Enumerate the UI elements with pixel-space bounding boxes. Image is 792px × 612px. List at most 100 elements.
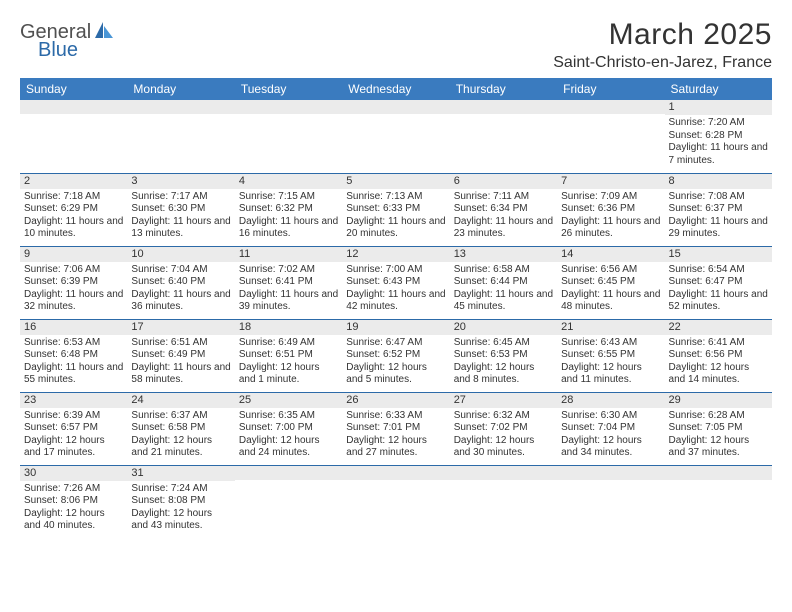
day-number-bar: 7 — [557, 174, 664, 189]
sunset-text: Sunset: 6:41 PM — [239, 276, 338, 289]
day-number-bar — [127, 100, 234, 114]
sunrise-text: Sunrise: 6:56 AM — [561, 264, 660, 277]
location-label: Saint-Christo-en-Jarez, France — [553, 54, 772, 72]
calendar-day-cell — [235, 465, 342, 538]
sunset-text: Sunset: 7:00 PM — [239, 422, 338, 435]
day-detail — [20, 114, 127, 168]
calendar-day-cell — [665, 465, 772, 538]
calendar-day-cell — [342, 465, 449, 538]
day-number-bar — [235, 466, 342, 480]
daylight-text: Daylight: 12 hours and 43 minutes. — [131, 508, 230, 533]
daylight-text: Daylight: 11 hours and 52 minutes. — [669, 289, 768, 314]
calendar-day-cell: 7Sunrise: 7:09 AMSunset: 6:36 PMDaylight… — [557, 173, 664, 246]
day-number-bar: 15 — [665, 247, 772, 262]
sunrise-text: Sunrise: 6:41 AM — [669, 337, 768, 350]
day-detail — [342, 480, 449, 534]
calendar-day-cell — [450, 100, 557, 173]
day-number-bar: 25 — [235, 393, 342, 408]
day-detail: Sunrise: 7:04 AMSunset: 6:40 PMDaylight:… — [127, 262, 234, 316]
day-detail: Sunrise: 6:54 AMSunset: 6:47 PMDaylight:… — [665, 262, 772, 316]
day-detail: Sunrise: 7:08 AMSunset: 6:37 PMDaylight:… — [665, 189, 772, 243]
day-detail: Sunrise: 6:53 AMSunset: 6:48 PMDaylight:… — [20, 335, 127, 389]
daylight-text: Daylight: 12 hours and 21 minutes. — [131, 435, 230, 460]
day-number-bar — [20, 100, 127, 114]
sunset-text: Sunset: 8:08 PM — [131, 495, 230, 508]
sunrise-text: Sunrise: 7:08 AM — [669, 191, 768, 204]
calendar-day-cell: 17Sunrise: 6:51 AMSunset: 6:49 PMDayligh… — [127, 319, 234, 392]
day-number-bar: 8 — [665, 174, 772, 189]
calendar-day-cell: 8Sunrise: 7:08 AMSunset: 6:37 PMDaylight… — [665, 173, 772, 246]
sunset-text: Sunset: 6:52 PM — [346, 349, 445, 362]
sunset-text: Sunset: 6:53 PM — [454, 349, 553, 362]
weekday-header: Thursday — [450, 78, 557, 100]
daylight-text: Daylight: 11 hours and 42 minutes. — [346, 289, 445, 314]
sunrise-text: Sunrise: 6:45 AM — [454, 337, 553, 350]
sunset-text: Sunset: 7:02 PM — [454, 422, 553, 435]
calendar-week-row: 9Sunrise: 7:06 AMSunset: 6:39 PMDaylight… — [20, 246, 772, 319]
day-detail: Sunrise: 7:06 AMSunset: 6:39 PMDaylight:… — [20, 262, 127, 316]
day-detail — [127, 114, 234, 168]
sunrise-text: Sunrise: 6:33 AM — [346, 410, 445, 423]
day-number-bar: 11 — [235, 247, 342, 262]
calendar-week-row: 2Sunrise: 7:18 AMSunset: 6:29 PMDaylight… — [20, 173, 772, 246]
calendar-page: General Blue March 2025 Saint-Christo-en… — [0, 0, 792, 556]
day-number-bar: 4 — [235, 174, 342, 189]
day-number-bar: 28 — [557, 393, 664, 408]
sunrise-text: Sunrise: 7:15 AM — [239, 191, 338, 204]
day-detail: Sunrise: 7:11 AMSunset: 6:34 PMDaylight:… — [450, 189, 557, 243]
day-detail: Sunrise: 7:17 AMSunset: 6:30 PMDaylight:… — [127, 189, 234, 243]
sunset-text: Sunset: 6:28 PM — [669, 130, 768, 143]
daylight-text: Daylight: 11 hours and 10 minutes. — [24, 216, 123, 241]
day-detail: Sunrise: 6:45 AMSunset: 6:53 PMDaylight:… — [450, 335, 557, 389]
day-number-bar: 10 — [127, 247, 234, 262]
day-number-bar: 31 — [127, 466, 234, 481]
weekday-header: Monday — [127, 78, 234, 100]
calendar-day-cell: 3Sunrise: 7:17 AMSunset: 6:30 PMDaylight… — [127, 173, 234, 246]
logo-word-blue: Blue — [38, 40, 91, 60]
sunset-text: Sunset: 6:43 PM — [346, 276, 445, 289]
sunset-text: Sunset: 6:37 PM — [669, 203, 768, 216]
day-number-bar: 16 — [20, 320, 127, 335]
calendar-day-cell: 30Sunrise: 7:26 AMSunset: 8:06 PMDayligh… — [20, 465, 127, 538]
sunrise-text: Sunrise: 6:39 AM — [24, 410, 123, 423]
sunset-text: Sunset: 6:45 PM — [561, 276, 660, 289]
sunset-text: Sunset: 6:44 PM — [454, 276, 553, 289]
day-detail — [450, 114, 557, 168]
day-number-bar: 23 — [20, 393, 127, 408]
day-detail: Sunrise: 6:39 AMSunset: 6:57 PMDaylight:… — [20, 408, 127, 462]
daylight-text: Daylight: 12 hours and 37 minutes. — [669, 435, 768, 460]
daylight-text: Daylight: 11 hours and 55 minutes. — [24, 362, 123, 387]
daylight-text: Daylight: 11 hours and 20 minutes. — [346, 216, 445, 241]
day-number-bar: 14 — [557, 247, 664, 262]
day-number-bar: 9 — [20, 247, 127, 262]
daylight-text: Daylight: 11 hours and 32 minutes. — [24, 289, 123, 314]
sunrise-text: Sunrise: 7:00 AM — [346, 264, 445, 277]
logo-text: General Blue — [20, 22, 91, 60]
calendar-day-cell — [450, 465, 557, 538]
calendar-week-row: 1Sunrise: 7:20 AMSunset: 6:28 PMDaylight… — [20, 100, 772, 173]
day-detail — [342, 114, 449, 168]
month-title: March 2025 — [553, 18, 772, 52]
sunset-text: Sunset: 7:05 PM — [669, 422, 768, 435]
day-detail: Sunrise: 6:28 AMSunset: 7:05 PMDaylight:… — [665, 408, 772, 462]
sunrise-text: Sunrise: 6:54 AM — [669, 264, 768, 277]
calendar-day-cell: 5Sunrise: 7:13 AMSunset: 6:33 PMDaylight… — [342, 173, 449, 246]
calendar-day-cell: 31Sunrise: 7:24 AMSunset: 8:08 PMDayligh… — [127, 465, 234, 538]
sunset-text: Sunset: 6:55 PM — [561, 349, 660, 362]
sunrise-text: Sunrise: 6:53 AM — [24, 337, 123, 350]
day-detail: Sunrise: 7:24 AMSunset: 8:08 PMDaylight:… — [127, 481, 234, 535]
daylight-text: Daylight: 12 hours and 17 minutes. — [24, 435, 123, 460]
day-number-bar — [450, 100, 557, 114]
calendar-day-cell — [342, 100, 449, 173]
sunrise-text: Sunrise: 7:06 AM — [24, 264, 123, 277]
calendar-day-cell: 14Sunrise: 6:56 AMSunset: 6:45 PMDayligh… — [557, 246, 664, 319]
day-number-bar: 3 — [127, 174, 234, 189]
sunrise-text: Sunrise: 7:18 AM — [24, 191, 123, 204]
day-number-bar: 21 — [557, 320, 664, 335]
day-detail: Sunrise: 6:30 AMSunset: 7:04 PMDaylight:… — [557, 408, 664, 462]
day-number-bar: 27 — [450, 393, 557, 408]
calendar-week-row: 16Sunrise: 6:53 AMSunset: 6:48 PMDayligh… — [20, 319, 772, 392]
calendar-day-cell: 2Sunrise: 7:18 AMSunset: 6:29 PMDaylight… — [20, 173, 127, 246]
day-number-bar: 12 — [342, 247, 449, 262]
day-detail: Sunrise: 6:32 AMSunset: 7:02 PMDaylight:… — [450, 408, 557, 462]
